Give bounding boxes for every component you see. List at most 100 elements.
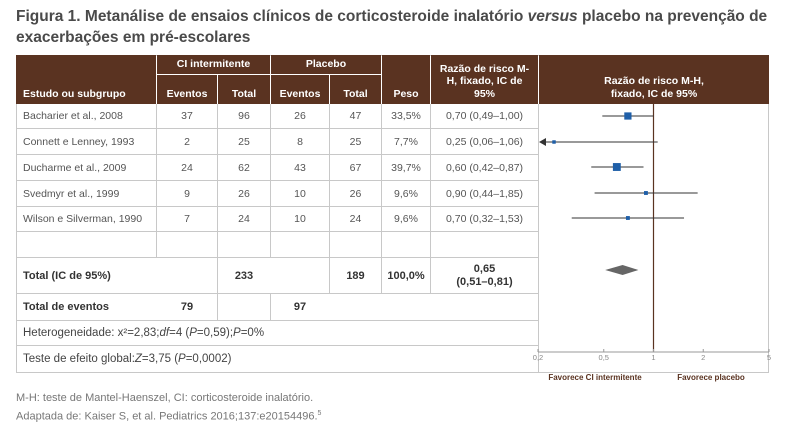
header-weight: Peso <box>382 55 430 104</box>
overall-effect-text: Teste de efeito global: Z =3,75 (P =0,0002… <box>16 346 536 372</box>
z-label: Z <box>134 353 142 365</box>
weight: 39,7% <box>391 161 421 174</box>
total-ci: 233 <box>234 269 254 282</box>
risk-ratio: 0,25 (0,06–1,06) <box>445 135 524 148</box>
risk-ratio: 0,70 (0,49–1,00) <box>445 110 524 122</box>
pl-events: 26 <box>294 110 306 122</box>
favors-right-label: Favorece placebo <box>677 373 745 382</box>
events-label: Total de eventos <box>23 301 109 313</box>
figure-title: Figura 1. Metanálise de ensaios clínicos… <box>16 6 776 48</box>
total-rr-ci: (0,51–0,81) <box>456 275 513 288</box>
ci-events: 24 <box>181 161 193 174</box>
i2-label: P <box>233 327 241 339</box>
pl-total: 25 <box>349 135 362 148</box>
heterogeneity-prefix: Heterogeneidade: x²=2,83; <box>23 327 160 339</box>
study-name: Ducharme et al., 2009 <box>23 161 127 174</box>
ci-total: 62 <box>238 161 250 174</box>
ci-total: 26 <box>238 187 250 200</box>
risk-ratio: 0,70 (0,32–1,53) <box>445 213 524 225</box>
row-divider <box>16 128 538 129</box>
effect-square <box>644 191 648 195</box>
x-tick-label: 2 <box>701 353 705 362</box>
row-divider <box>16 180 538 181</box>
z-value: =3,75 ( <box>141 353 179 365</box>
i2-value: =0% <box>240 327 265 339</box>
p-label: P <box>178 353 186 365</box>
effect-square <box>552 140 556 144</box>
header-rr-col: Razão de risco M-H, fixado, IC de 95% <box>431 55 538 104</box>
total-label: Total (IC de 95%) <box>23 269 111 282</box>
total-diamond <box>605 265 639 275</box>
footnote-abbrev: M-H: teste de Mantel-Haenszel, CI: corti… <box>16 392 314 404</box>
row-divider <box>16 345 538 346</box>
ci-events: 37 <box>181 110 193 122</box>
footnote-ref: 5 <box>317 410 322 417</box>
study-name: Wilson e Silverman, 1990 <box>23 213 143 225</box>
p-value: =0,59); <box>196 327 234 339</box>
x-tick-label: 5 <box>767 353 771 362</box>
divider <box>217 257 218 320</box>
pl-total: 24 <box>349 213 362 225</box>
title-prefix: Figura 1. Metanálise de ensaios clínicos… <box>16 8 524 25</box>
ci-total: 25 <box>238 135 250 148</box>
row-divider <box>16 293 538 294</box>
weight: 33,5% <box>391 110 421 122</box>
ci-total: 96 <box>238 110 250 122</box>
header-placebo-group: Placebo <box>271 55 381 74</box>
risk-ratio: 0,90 (0,44–1,85) <box>445 187 524 200</box>
footnote-source-text: Adaptada de: Kaiser S, et al. Pediatrics… <box>16 410 318 423</box>
df-value: =4 ( <box>169 327 190 339</box>
total-risk-ratio: 0,65 (0,51–0,81) <box>431 258 538 293</box>
divider <box>270 293 271 320</box>
ci-total: 24 <box>238 213 250 225</box>
header-ci-total: Total <box>218 75 270 104</box>
risk-ratio: 0,60 (0,42–0,87) <box>445 161 524 174</box>
p-value: =0,0002) <box>185 353 232 365</box>
total-rr-value: 0,65 <box>473 262 496 275</box>
footnote-source: Adaptada de: Kaiser S, et al. Pediatrics… <box>16 410 321 423</box>
total-weight: 100,0% <box>387 269 425 282</box>
study-name: Bacharier et al., 2008 <box>23 110 123 122</box>
weight: 9,6% <box>394 213 418 225</box>
favors-left-label: Favorece CI intermitente <box>548 373 642 382</box>
header-pl-events: Eventos <box>271 75 329 104</box>
effect-square <box>624 112 632 120</box>
study-name: Svedmyr et al., 1999 <box>23 187 120 200</box>
weight: 9,6% <box>394 187 418 200</box>
effect-square <box>612 163 621 171</box>
ci-arrow <box>539 138 546 146</box>
pl-total: 47 <box>349 110 362 122</box>
pl-events: 8 <box>297 135 303 148</box>
header-pl-total: Total <box>330 75 381 104</box>
df-label: df <box>159 327 170 339</box>
pl-events: 10 <box>294 213 306 225</box>
divider <box>381 257 382 293</box>
header-ci-group: CI intermitente <box>157 55 270 74</box>
header-ci-events: Eventos <box>157 75 217 104</box>
pl-events: 43 <box>294 161 306 174</box>
row-divider <box>16 257 538 258</box>
study-name: Connett e Lenney, 1993 <box>23 135 135 148</box>
total-pl: 189 <box>346 269 365 282</box>
ci-events: 2 <box>184 135 190 148</box>
header-study: Estudo ou subgrupo <box>16 55 156 104</box>
header-rr-plot: Razão de risco M-H, fixado, IC de 95% <box>539 55 769 104</box>
pl-total: 26 <box>349 187 362 200</box>
pl-total: 67 <box>349 161 362 174</box>
x-tick-label: 0,5 <box>599 353 609 362</box>
effect-square <box>625 216 630 220</box>
row-divider <box>16 320 538 321</box>
divider <box>538 104 539 373</box>
row-divider <box>16 231 538 232</box>
x-tick-label: 0,2 <box>533 353 543 362</box>
title-italic: versus <box>527 8 578 25</box>
row-divider <box>16 154 538 155</box>
title-suffix: placebo na prevenção de exacerbações em … <box>16 8 768 46</box>
x-tick-label: 1 <box>651 353 655 362</box>
pl-events: 10 <box>294 187 306 200</box>
divider <box>430 257 431 293</box>
ci-events: 7 <box>184 213 190 225</box>
heterogeneity-text: Heterogeneidade: x²=2,83; df =4 ( P =0,59);… <box>16 321 536 345</box>
weight: 7,7% <box>394 135 418 148</box>
